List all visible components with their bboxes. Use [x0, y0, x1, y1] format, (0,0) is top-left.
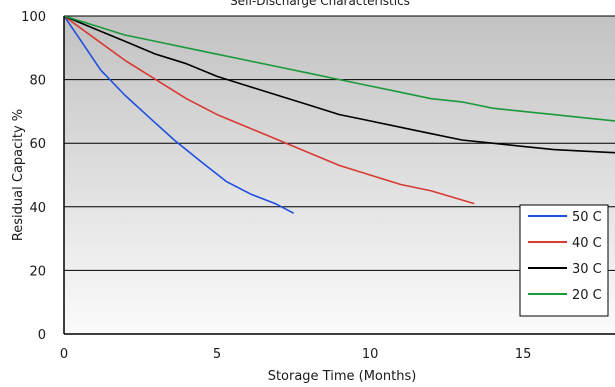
y-tick-label-0: 0	[38, 328, 46, 343]
series-line-30c	[64, 16, 615, 154]
legend-label-40c: 40 C	[572, 236, 602, 251]
series-line-50c	[64, 16, 294, 214]
x-tick-label-0: 0	[60, 347, 68, 362]
y-tick-label-40: 40	[29, 201, 46, 216]
y-tick-label-60: 60	[29, 137, 46, 152]
y-tick-label-20: 20	[29, 264, 46, 279]
y-tick-label-100: 100	[21, 10, 46, 25]
legend-box	[519, 204, 609, 317]
x-axis-title: Storage Time (Months)	[268, 369, 417, 384]
series-line-40c	[64, 16, 475, 205]
x-tick-label-5: 5	[213, 347, 221, 362]
axes	[63, 16, 615, 335]
x-tick-label-10: 10	[362, 347, 379, 362]
tick-labels: 0 20 40 60 80 100 0 5 10 15	[21, 10, 531, 362]
legend: 50 C 40 C 30 C 20 C	[519, 204, 609, 317]
x-tick-label-15: 15	[515, 347, 532, 362]
y-tick-label-80: 80	[29, 74, 46, 89]
chart-title: Self-Discharge Characteristics	[230, 0, 410, 8]
legend-label-50c: 50 C	[572, 210, 602, 225]
legend-label-20c: 20 C	[572, 288, 602, 303]
y-axis-title: Residual Capacity %	[11, 109, 26, 241]
series-line-20c	[64, 16, 615, 122]
legend-label-30c: 30 C	[572, 262, 602, 277]
series-lines	[64, 16, 615, 214]
